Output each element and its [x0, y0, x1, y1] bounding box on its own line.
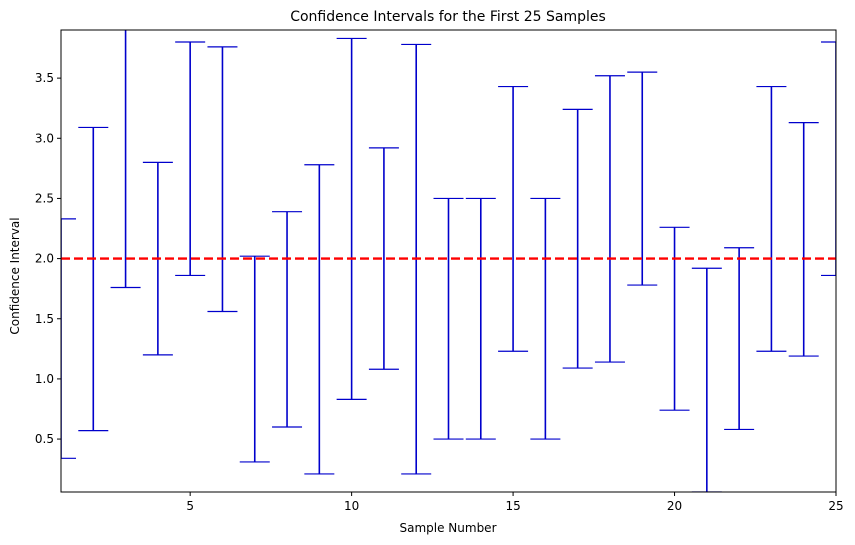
x-tick-label: 15	[505, 499, 520, 513]
y-tick-label: 2.5	[35, 191, 54, 205]
x-tick-label: 20	[667, 499, 682, 513]
interval-sample-14	[465, 197, 496, 440]
interval-sample-24	[788, 122, 819, 357]
interval-sample-15	[498, 85, 529, 352]
interval-sample-6	[207, 46, 238, 313]
interval-sample-1	[61, 218, 76, 459]
interval-sample-11	[368, 147, 399, 370]
interval-sample-3	[110, 30, 141, 289]
interval-sample-2	[78, 126, 109, 432]
y-tick-label: 1.5	[35, 312, 54, 326]
y-tick-label: 1.0	[35, 372, 54, 386]
y-tick-label: 3.0	[35, 131, 54, 145]
interval-sample-17	[562, 108, 593, 369]
plot-frame	[60, 29, 837, 493]
y-axis-label: Confidence Interval	[8, 217, 22, 334]
interval-sample-9	[304, 164, 335, 475]
y-tick-label: 2.0	[35, 252, 54, 266]
interval-sample-19	[627, 71, 658, 286]
axes-frame	[60, 29, 837, 493]
interval-sample-7	[239, 255, 270, 463]
y-tick-label: 3.5	[35, 71, 54, 85]
interval-sample-25	[821, 41, 836, 277]
interval-sample-20	[659, 226, 690, 411]
interval-sample-5	[175, 41, 206, 277]
y-tick-label: 0.5	[35, 432, 54, 446]
interval-sample-10	[336, 37, 367, 400]
interval-sample-16	[530, 197, 561, 440]
x-tick-label: 25	[828, 499, 843, 513]
chart-title: Confidence Intervals for the First 25 Sa…	[290, 9, 606, 25]
interval-sample-23	[756, 85, 787, 352]
intervals-group	[61, 30, 836, 492]
interval-sample-21	[691, 267, 722, 492]
x-tick-label: 5	[186, 499, 194, 513]
interval-sample-8	[272, 211, 303, 428]
x-tick-label: 10	[344, 499, 359, 513]
x-axis-ticks: 5 10 15 20 25	[186, 492, 844, 513]
x-axis-label: Sample Number	[399, 521, 496, 535]
interval-sample-22	[724, 247, 755, 431]
interval-sample-13	[433, 197, 464, 440]
y-axis-ticks: 0.5 1.0 1.5 2.0 2.5 3.0 3.5	[35, 71, 61, 446]
interval-sample-18	[594, 75, 625, 363]
